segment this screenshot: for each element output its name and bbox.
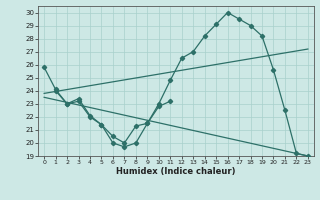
X-axis label: Humidex (Indice chaleur): Humidex (Indice chaleur) [116,167,236,176]
